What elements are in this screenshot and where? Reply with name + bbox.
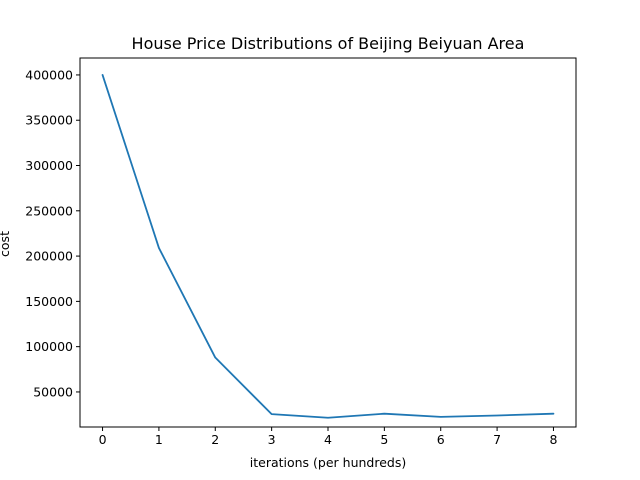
x-axis-label: iterations (per hundreds)	[250, 455, 407, 470]
y-tick-label: 150000	[25, 294, 73, 309]
y-tick-label: 400000	[25, 67, 73, 82]
y-axis-label: cost	[0, 231, 12, 257]
x-tick-label: 6	[437, 432, 445, 447]
x-tick-label: 8	[549, 432, 557, 447]
x-tick-label: 1	[155, 432, 163, 447]
chart-title: House Price Distributions of Beijing Bei…	[132, 34, 525, 53]
plot-area: 0 1 2 3 4 5 6 7 8 50000 100000 150000 200000 250000 30…	[25, 57, 577, 447]
x-tick-label: 7	[493, 432, 501, 447]
y-tick-label: 250000	[25, 203, 73, 218]
x-tick-label: 4	[324, 432, 332, 447]
x-tick-label: 2	[211, 432, 219, 447]
series-line-0	[101, 74, 555, 419]
axes-frame	[79, 57, 577, 428]
y-tick-label: 300000	[25, 158, 73, 173]
y-tick-label: 100000	[25, 339, 73, 354]
y-tick-label: 350000	[25, 113, 73, 128]
y-tick-label: 50000	[33, 384, 73, 399]
x-tick-label: 3	[268, 432, 276, 447]
y-tick-label: 200000	[25, 249, 73, 264]
x-tick-label: 0	[99, 432, 107, 447]
x-tick-label: 5	[380, 432, 388, 447]
